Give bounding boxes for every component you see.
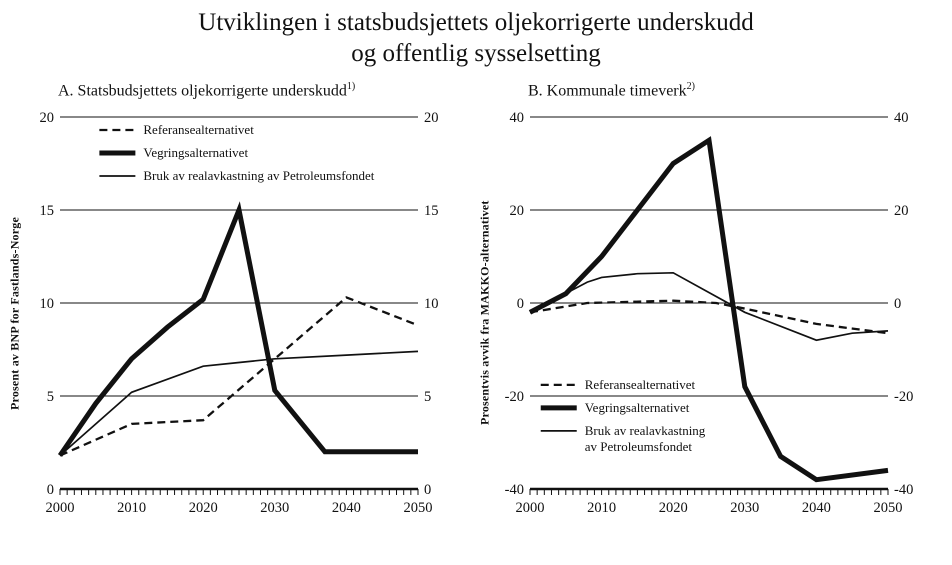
panel-a-body: Prosent av BNP for Fastlands-Norge 0 0 5 5 1…: [6, 103, 476, 523]
panel-b-title-text: B. Kommunale timeverk: [528, 82, 687, 100]
svg-text:Referansealternativet: Referansealternativet: [143, 122, 254, 137]
panel-a-ylabel: Prosent av BNP for Fastlands-Norge: [7, 216, 22, 410]
svg-text:-20: -20: [505, 389, 524, 405]
svg-text:20: 20: [424, 110, 439, 126]
svg-text:2030: 2030: [730, 500, 759, 516]
svg-text:20: 20: [510, 203, 525, 219]
svg-text:2010: 2010: [117, 500, 146, 516]
panel-a: A. Statsbudsjettets oljekorrigerte under…: [6, 73, 476, 523]
svg-text:2040: 2040: [332, 500, 361, 516]
panel-a-title-text: A. Statsbudsjettets oljekorrigerte under…: [58, 82, 347, 100]
svg-text:Vegringsalternativet: Vegringsalternativet: [585, 400, 690, 415]
svg-text:15: 15: [424, 203, 439, 219]
figure-title-line1: Utviklingen i statsbudsjettets oljekorri…: [198, 9, 754, 36]
svg-text:2030: 2030: [260, 500, 289, 516]
panel-a-footnote-marker: 1): [346, 81, 356, 92]
panel-b-body: Prosentvis avvik fra MAKKO-alternativet …: [476, 103, 946, 523]
svg-text:40: 40: [510, 110, 525, 126]
svg-text:5: 5: [424, 389, 431, 405]
svg-text:2000: 2000: [46, 500, 75, 516]
svg-text:40: 40: [894, 110, 909, 126]
svg-text:0: 0: [517, 296, 524, 312]
svg-text:-40: -40: [505, 482, 524, 498]
svg-text:2010: 2010: [587, 500, 616, 516]
svg-text:-40: -40: [894, 482, 913, 498]
svg-text:av Petroleumsfondet: av Petroleumsfondet: [585, 439, 693, 454]
panel-b-ylabel: Prosentvis avvik fra MAKKO-alternativet: [477, 200, 492, 426]
figure-title: Utviklingen i statsbudsjettets oljekorri…: [0, 0, 952, 69]
charts-row: A. Statsbudsjettets oljekorrigerte under…: [0, 69, 952, 523]
svg-text:20: 20: [894, 203, 909, 219]
panel-b-footnote-marker: 2): [686, 81, 695, 92]
svg-text:0: 0: [424, 482, 431, 498]
svg-text:5: 5: [47, 389, 54, 405]
svg-text:2050: 2050: [874, 500, 903, 516]
svg-text:2000: 2000: [516, 500, 545, 516]
svg-text:Bruk av realavkastning: Bruk av realavkastning: [585, 423, 706, 438]
svg-text:2020: 2020: [189, 500, 218, 516]
svg-text:0: 0: [894, 296, 901, 312]
figure-title-line2: og offentlig sysselsetting: [351, 39, 601, 67]
svg-text:Bruk av realavkastning av Petr: Bruk av realavkastning av Petroleumsfond…: [143, 168, 374, 183]
svg-text:20: 20: [40, 110, 55, 126]
panel-b-title: B. Kommunale timeverk2): [476, 81, 946, 103]
panel-b: B. Kommunale timeverk2) Prosentvis avvik…: [476, 73, 946, 523]
panel-a-title: A. Statsbudsjettets oljekorrigerte under…: [6, 81, 476, 103]
svg-text:2040: 2040: [802, 500, 831, 516]
svg-text:2020: 2020: [659, 500, 688, 516]
svg-text:-20: -20: [894, 389, 913, 405]
svg-text:10: 10: [424, 296, 439, 312]
svg-text:15: 15: [40, 203, 55, 219]
svg-text:Vegringsalternativet: Vegringsalternativet: [143, 145, 248, 160]
svg-text:Referansealternativet: Referansealternativet: [585, 377, 696, 392]
svg-text:2050: 2050: [404, 500, 433, 516]
svg-text:10: 10: [40, 296, 55, 312]
svg-text:0: 0: [47, 482, 54, 498]
